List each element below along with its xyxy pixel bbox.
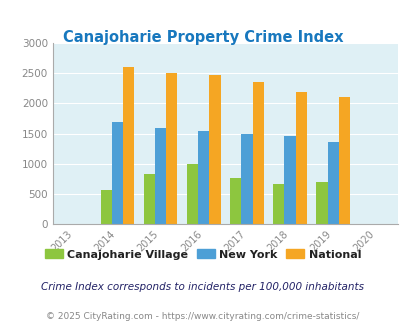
Bar <box>155 128 166 224</box>
Bar <box>186 164 198 224</box>
Text: Crime Index corresponds to incidents per 100,000 inhabitants: Crime Index corresponds to incidents per… <box>41 282 364 292</box>
Bar <box>143 174 155 224</box>
Text: Canajoharie Property Crime Index: Canajoharie Property Crime Index <box>63 30 342 45</box>
Legend: Canajoharie Village, New York, National: Canajoharie Village, New York, National <box>40 245 365 264</box>
Bar <box>166 73 177 224</box>
Bar <box>230 179 241 224</box>
Bar <box>273 184 284 224</box>
Bar <box>295 92 306 224</box>
Bar <box>284 136 295 224</box>
Bar <box>315 182 327 224</box>
Bar <box>338 97 349 224</box>
Bar <box>198 131 209 224</box>
Text: © 2025 CityRating.com - https://www.cityrating.com/crime-statistics/: © 2025 CityRating.com - https://www.city… <box>46 312 359 321</box>
Bar <box>112 121 123 224</box>
Bar <box>209 75 220 224</box>
Bar <box>252 82 263 224</box>
Bar <box>327 142 338 224</box>
Bar <box>100 190 112 224</box>
Bar <box>123 67 134 224</box>
Bar <box>241 134 252 224</box>
